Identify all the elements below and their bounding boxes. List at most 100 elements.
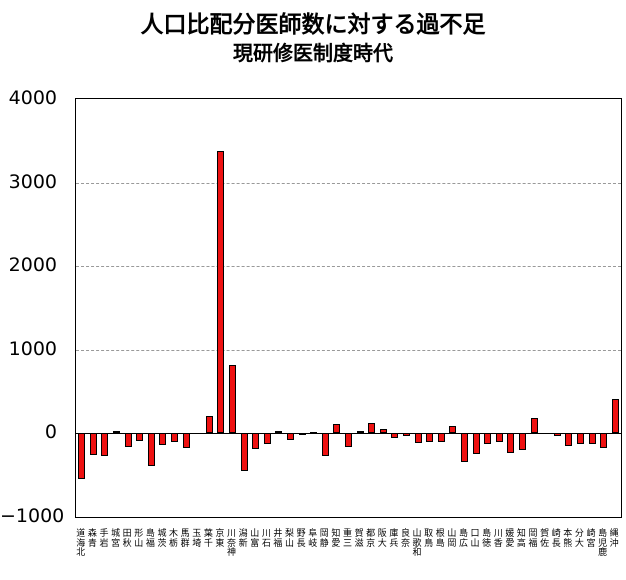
x-tick-佐賀: 賀佐	[540, 529, 550, 549]
y-tick-3000: 3000	[8, 170, 57, 193]
gridline-2000	[76, 266, 621, 268]
bar-新潟	[240, 433, 248, 471]
bar-高知	[518, 433, 526, 451]
gridline-3000	[76, 182, 621, 184]
bar-福井	[275, 430, 283, 434]
x-tick-char: 知	[516, 529, 526, 539]
x-tick-char: 静	[319, 538, 329, 549]
bar-大阪	[379, 428, 387, 434]
x-tick-char: 長	[551, 538, 561, 549]
x-tick-char: 重	[342, 529, 353, 539]
x-tick-char: 石	[261, 538, 271, 549]
bar-奈良	[402, 433, 410, 437]
x-axis-tick-labels: 道海北森青手岩城宮田秋形山島福城茨木栃馬群玉埼葉千京東川奈神潟新山富川石井福梨山…	[75, 529, 621, 580]
x-tick-char: 島	[482, 529, 492, 539]
x-tick-char: 広	[458, 538, 468, 549]
x-tick-char: 野	[296, 529, 306, 539]
x-tick-char: 三	[342, 538, 353, 549]
x-tick-char: 縄	[609, 529, 619, 539]
x-tick-char: 道	[76, 529, 86, 539]
x-tick-char: 京	[366, 538, 376, 549]
x-tick-三重: 重三	[342, 529, 353, 549]
x-tick-char: 島	[598, 529, 608, 539]
x-tick-滋賀: 賀滋	[355, 529, 364, 549]
x-tick-鳥取: 取鳥	[424, 529, 433, 549]
gridline-1000	[76, 349, 621, 351]
x-tick-char: 阜	[308, 529, 318, 539]
bar-広島	[460, 433, 468, 463]
x-tick-青森: 森青	[88, 529, 97, 549]
x-tick-山形: 形山	[134, 529, 144, 549]
x-tick-char: 媛	[505, 529, 515, 539]
bar-大分	[576, 433, 584, 445]
bar-香川	[495, 433, 503, 443]
bar-和歌山	[414, 433, 422, 444]
bar-富山	[252, 433, 260, 449]
x-tick-char: 形	[134, 529, 144, 539]
x-tick-char: 東	[215, 538, 225, 549]
x-tick-char: 山	[470, 538, 480, 549]
x-tick-char: 宮	[111, 538, 121, 549]
x-tick-char: 熊	[563, 538, 573, 549]
x-tick-兵庫: 庫兵	[389, 529, 398, 549]
x-tick-char: 和	[412, 548, 422, 558]
x-tick-石川: 川石	[261, 529, 271, 549]
x-tick-char: 城	[111, 529, 121, 539]
bar-北海道	[78, 433, 86, 479]
x-tick-char: 秋	[122, 538, 132, 549]
x-tick-char: 口	[470, 529, 480, 539]
x-tick-char: 島	[435, 538, 445, 549]
x-tick-char: 川	[493, 529, 503, 539]
x-tick-高知: 知高	[516, 529, 526, 549]
x-tick-char: 栃	[169, 538, 179, 549]
x-tick-char: 愛	[505, 538, 515, 549]
x-tick-福島: 島福	[146, 529, 155, 549]
y-tick-0: 0	[44, 421, 57, 444]
x-tick-大分: 分大	[575, 529, 584, 549]
x-tick-神奈川: 川奈神	[227, 529, 237, 559]
x-tick-char: 岡	[447, 538, 457, 549]
x-tick-char: 福	[528, 538, 538, 549]
x-tick-秋田: 田秋	[122, 529, 132, 549]
x-tick-福岡: 岡福	[528, 529, 538, 549]
bar-茨城	[159, 433, 167, 446]
x-tick-char: 奈	[227, 538, 237, 549]
x-tick-埼玉: 玉埼	[192, 529, 202, 549]
x-tick-char: 川	[227, 529, 237, 539]
y-tick-4000: 4000	[8, 87, 57, 109]
x-tick-char: 賀	[540, 529, 550, 539]
x-tick-鹿児島: 島児鹿	[598, 529, 608, 559]
x-tick-char: 歌	[412, 538, 422, 549]
x-tick-徳島: 島徳	[482, 529, 492, 549]
x-tick-char: 群	[180, 538, 190, 549]
x-tick-char: 北	[76, 548, 86, 558]
x-tick-char: 佐	[540, 538, 550, 549]
x-tick-char: 鹿	[598, 548, 608, 558]
x-tick-長野: 野長	[296, 529, 306, 549]
bar-京都	[368, 422, 376, 434]
x-tick-和歌山: 山歌和	[412, 529, 422, 559]
x-tick-char: 埼	[192, 538, 202, 549]
x-tick-char: 千	[203, 538, 213, 549]
x-tick-char: 神	[227, 548, 237, 558]
x-tick-char: 阪	[377, 529, 387, 539]
bar-石川	[263, 433, 271, 444]
x-tick-char: 香	[493, 538, 503, 549]
x-tick-char: 児	[598, 538, 608, 549]
x-tick-char: 岡	[319, 529, 329, 539]
bar-山形	[136, 433, 144, 442]
x-tick-char: 宮	[586, 538, 596, 549]
x-tick-char: 茨	[157, 538, 167, 549]
x-tick-宮崎: 崎宮	[586, 529, 596, 549]
x-tick-char: 梨	[285, 529, 295, 539]
bar-岩手	[101, 433, 109, 456]
x-tick-大阪: 阪大	[377, 529, 387, 549]
bar-千葉	[205, 415, 213, 434]
bar-沖縄	[611, 399, 619, 434]
bar-秋田	[124, 433, 132, 447]
x-tick-愛知: 知愛	[331, 529, 340, 549]
x-tick-京都: 都京	[366, 529, 376, 549]
x-tick-愛媛: 媛愛	[505, 529, 515, 549]
bar-兵庫	[391, 433, 399, 439]
